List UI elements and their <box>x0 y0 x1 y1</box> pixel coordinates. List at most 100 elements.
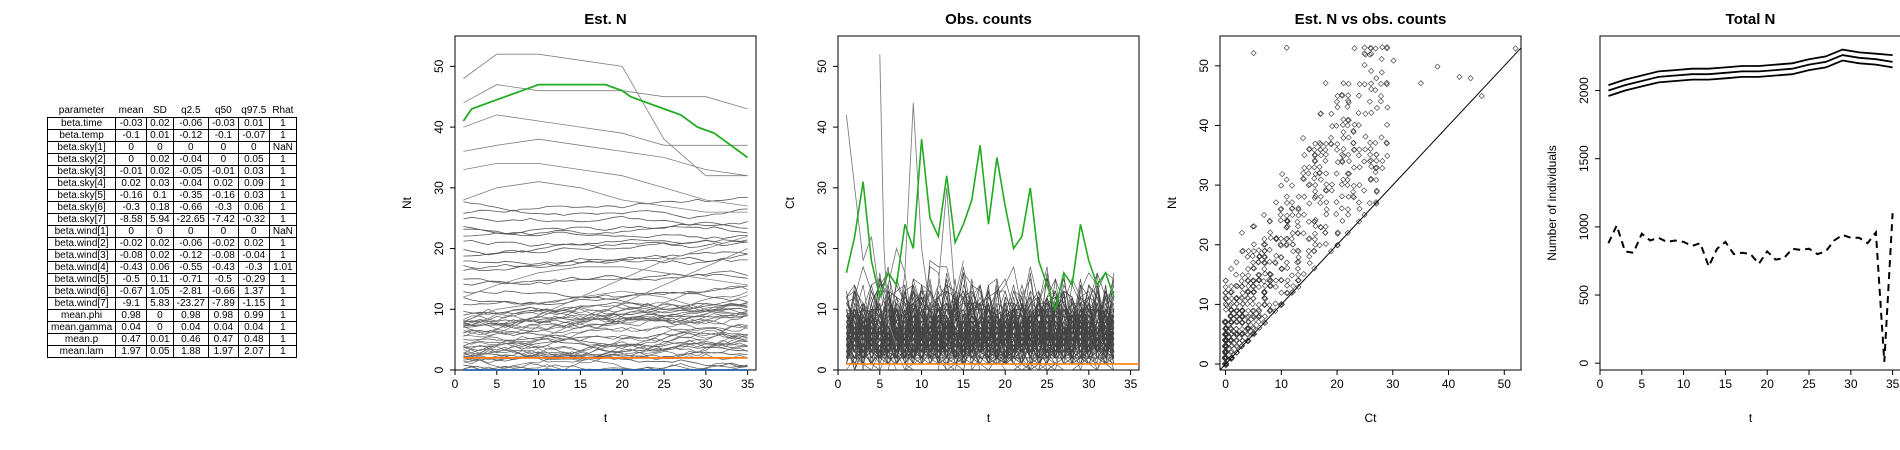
scatter-point <box>1256 324 1263 331</box>
scatter-point <box>1222 300 1229 307</box>
table-row: beta.temp -0.1 0.01 -0.12 -0.1 -0.07 1 <box>46 129 297 142</box>
scatter-point <box>1260 278 1267 285</box>
column-header: q2.5 <box>181 105 201 116</box>
scatter-point <box>1283 235 1290 242</box>
scatter-point <box>1295 193 1302 200</box>
table-cell: 0.98 <box>172 309 209 322</box>
table-cell: 0 <box>146 225 174 238</box>
table-cell: beta.sky[2] <box>46 153 117 166</box>
table-cell: 0.01 <box>146 333 174 346</box>
scatter-point <box>1361 61 1368 68</box>
scatter-point <box>1316 163 1323 170</box>
scatter-point <box>1311 236 1318 243</box>
scatter-point <box>1288 182 1296 189</box>
trajectory-line <box>463 302 748 316</box>
table-cell: 0 <box>172 141 209 154</box>
scatter-point <box>1227 336 1234 343</box>
scatter-point <box>1255 318 1262 325</box>
x-tick-label: 0 <box>1222 377 1229 391</box>
table-cell: beta.wind[4] <box>46 261 117 274</box>
scatter-point <box>1249 252 1256 260</box>
table-cell: 1 <box>268 309 297 322</box>
scatter-point <box>1261 313 1268 320</box>
scatter-point <box>1239 337 1246 344</box>
scatter-point <box>1361 50 1368 57</box>
scatter-point <box>1300 135 1307 142</box>
trajectory-line <box>463 270 748 286</box>
scatter-point <box>1367 145 1374 152</box>
scatter-point <box>1323 199 1330 206</box>
x-tick-label: 30 <box>1386 377 1400 391</box>
table-cell: 0.02 <box>115 177 148 190</box>
scatter-point <box>1295 271 1302 278</box>
scatter-point <box>1312 223 1319 230</box>
scatter-point <box>1294 259 1301 266</box>
scatter-point <box>1250 241 1257 248</box>
scatter-point <box>1290 283 1297 290</box>
scatter-point <box>1228 265 1235 272</box>
scatter-point <box>1295 277 1302 284</box>
table-row: beta.sky[6] -0.3 0.18 -0.66 -0.3 0.06 1 <box>46 201 297 214</box>
scatter-point <box>1295 258 1302 265</box>
trajectory-line <box>463 239 748 247</box>
trajectory-line <box>463 291 748 336</box>
table-cell: 0.04 <box>207 321 239 334</box>
trajectory-line <box>463 291 748 306</box>
scatter-point <box>1344 182 1351 189</box>
scatter-point <box>1223 330 1230 337</box>
scatter-point <box>1378 134 1385 141</box>
scatter-point <box>1383 139 1390 146</box>
scatter-point <box>1222 330 1229 337</box>
series-line <box>463 114 748 146</box>
scatter-point <box>1273 236 1280 243</box>
scatter-point <box>1344 117 1351 124</box>
table-cell: 0.05 <box>237 153 270 166</box>
scatter-point <box>1295 212 1302 219</box>
scatter-point <box>1300 271 1307 278</box>
scatter-point <box>1350 139 1357 146</box>
scatter-point <box>1345 117 1352 124</box>
scatter-point <box>1334 242 1341 249</box>
scatter-point <box>1373 176 1380 183</box>
scatter-point <box>1266 276 1273 283</box>
x-tick-label: 30 <box>1082 377 1096 391</box>
trajectory-line <box>463 323 748 354</box>
scatter-point <box>1221 355 1228 362</box>
y-tick-label: 40 <box>815 120 829 134</box>
x-tick-label: 20 <box>1330 377 1344 391</box>
table-cell: NaN <box>268 141 297 154</box>
scatter-point <box>1228 288 1235 295</box>
scatter-point <box>1255 283 1262 290</box>
trajectory-line <box>463 241 748 257</box>
scatter-point <box>1266 270 1273 277</box>
table-cell: 1 <box>268 321 297 334</box>
scatter-point <box>1355 109 1362 116</box>
scatter-point <box>1277 241 1284 248</box>
table-cell: 1 <box>268 129 297 142</box>
table-row: mean.p 0.47 0.01 0.46 0.47 0.48 1 <box>46 333 297 346</box>
scatter-point <box>1222 318 1229 325</box>
scatter-point <box>1345 92 1352 99</box>
scatter-point <box>1322 223 1329 230</box>
scatter-point <box>1373 157 1380 164</box>
table-cell: 0 <box>207 225 239 238</box>
scatter-point <box>1367 139 1374 146</box>
scatter-point <box>1328 181 1336 188</box>
scatter-point <box>1306 164 1313 171</box>
trajectory-line <box>463 332 748 357</box>
table-cell: 0.09 <box>237 177 270 190</box>
scatter-point <box>1322 157 1329 164</box>
table-cell: NaN <box>268 225 297 238</box>
scatter-point <box>1379 165 1386 172</box>
scatter-point <box>1417 80 1424 87</box>
series-line <box>463 163 748 207</box>
table-cell: beta.sky[5] <box>46 189 117 202</box>
trajectory-line <box>463 253 748 272</box>
scatter-point <box>1345 211 1352 218</box>
scatter-point <box>1434 63 1441 70</box>
scatter-point <box>1222 289 1229 296</box>
scatter-point <box>1262 270 1269 277</box>
table-cell: -0.35 <box>172 189 209 202</box>
table-cell: 1.01 <box>268 261 297 274</box>
x-axis-label: t <box>987 411 991 425</box>
